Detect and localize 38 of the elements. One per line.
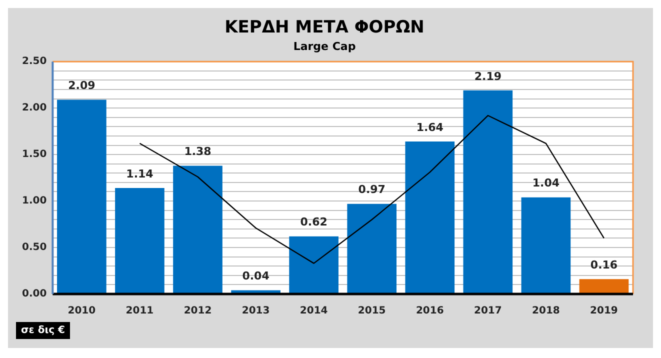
text: σε δις € [16, 322, 70, 339]
data-label: 2.09 [68, 79, 96, 92]
y-tick-label: 0.50 [22, 242, 47, 254]
data-label: 1.38 [184, 145, 212, 158]
y-tick-label: 1.50 [22, 149, 47, 160]
y-tick-label: 2.00 [22, 102, 47, 114]
bar [115, 188, 164, 294]
x-tick-label: 2015 [358, 306, 386, 317]
data-label: 0.16 [590, 258, 618, 272]
x-tick-label: 2016 [416, 306, 444, 317]
x-tick-label: 2012 [184, 306, 212, 317]
y-tick-label: 2.50 [22, 56, 47, 68]
data-label: 0.04 [242, 270, 270, 283]
bar [521, 197, 571, 294]
bar [57, 100, 106, 294]
x-tick-label: 2017 [474, 306, 502, 317]
data-label: 1.14 [126, 167, 154, 180]
x-tick-label: 2013 [242, 306, 270, 317]
bar [579, 279, 629, 294]
bar [173, 166, 222, 294]
x-tick-label: 2014 [300, 306, 328, 317]
x-tick-label: 2011 [126, 306, 154, 317]
bar [463, 90, 513, 294]
data-label: 1.64 [416, 120, 444, 134]
bar [405, 142, 455, 294]
chart-subtitle: Large Cap [293, 40, 356, 53]
data-label: 0.97 [358, 183, 386, 196]
data-label: 1.04 [532, 176, 560, 190]
x-tick-label: 2018 [532, 306, 560, 317]
bar [289, 236, 338, 294]
x-tick-label: 2010 [68, 306, 96, 317]
chart-title: ΚΕΡΔΗ ΜΕΤΑ ΦΟΡΩΝ [224, 18, 424, 38]
x-tick-label: 2019 [590, 306, 618, 317]
bar [347, 204, 397, 294]
data-label: 2.19 [474, 70, 502, 83]
data-label: 0.62 [300, 216, 328, 229]
y-tick-label: 1.00 [22, 196, 47, 207]
y-tick-label: 0.00 [22, 288, 47, 300]
